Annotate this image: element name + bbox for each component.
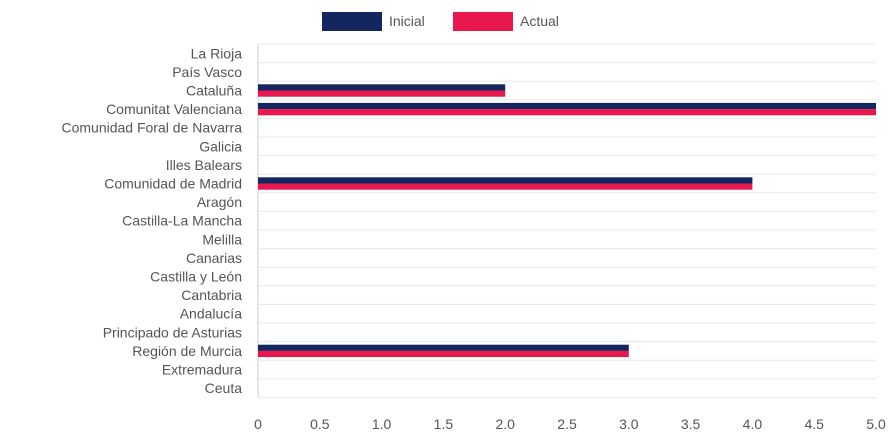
category-label: Principado de Asturias: [103, 324, 242, 340]
category-label: Canarias: [186, 250, 242, 266]
category-label: Comunitat Valenciana: [106, 101, 242, 117]
x-tick-label: 3.5: [681, 416, 701, 432]
category-label: La Rioja: [191, 45, 243, 61]
bar-inicial: [258, 344, 629, 351]
x-tick-label: 4.0: [743, 416, 763, 432]
category-label: País Vasco: [172, 64, 242, 80]
category-label: Región de Murcia: [132, 343, 242, 359]
legend: Inicial Actual: [322, 12, 559, 31]
category-label: Ceuta: [205, 380, 243, 396]
x-tick-label: 1.0: [372, 416, 392, 432]
category-label: Comunidad de Madrid: [104, 176, 242, 192]
bar-inicial: [258, 84, 506, 91]
legend-label-actual: Actual: [520, 13, 559, 29]
bar-inicial: [258, 102, 876, 110]
x-axis-ticks: 0 0.5 1.0 1.5 2.0 2.5 3.0 3.5 4.0 4.5 5.0: [254, 416, 886, 432]
category-label: Aragón: [197, 194, 242, 210]
x-tick-label: 2.0: [495, 416, 515, 432]
legend-label-inicial: Inicial: [389, 13, 425, 29]
bar-actual: [258, 109, 876, 116]
category-label: Galicia: [199, 138, 242, 154]
x-tick-label: 5.0: [866, 416, 886, 432]
category-label: Illes Balears: [166, 157, 242, 173]
category-label: Castilla-La Mancha: [122, 213, 242, 229]
category-label: Cantabria: [181, 287, 242, 303]
x-tick-label: 0: [254, 416, 262, 432]
bar-inicial: [258, 177, 753, 184]
x-tick-label: 1.5: [434, 416, 454, 432]
bars: [258, 84, 876, 358]
category-labels: La Rioja País Vasco Cataluña Comunitat Vale…: [61, 45, 242, 396]
x-tick-label: 0.5: [310, 416, 330, 432]
category-label: Comunidad Foral de Navarra: [61, 120, 242, 136]
legend-swatch-actual: [453, 12, 513, 31]
x-tick-label: 2.5: [557, 416, 577, 432]
bar-actual: [258, 350, 629, 358]
x-tick-label: 4.5: [804, 416, 824, 432]
category-label: Cataluña: [186, 83, 242, 99]
category-label: Castilla y León: [150, 269, 242, 285]
category-label: Extremadura: [162, 362, 242, 378]
gridlines: [257, 43, 876, 398]
legend-swatch-inicial: [322, 12, 382, 31]
category-label: Melilla: [202, 231, 242, 247]
bar-actual: [258, 183, 753, 190]
x-tick-label: 3.0: [619, 416, 639, 432]
bar-actual: [258, 90, 506, 97]
category-label: Andalucía: [180, 306, 242, 322]
